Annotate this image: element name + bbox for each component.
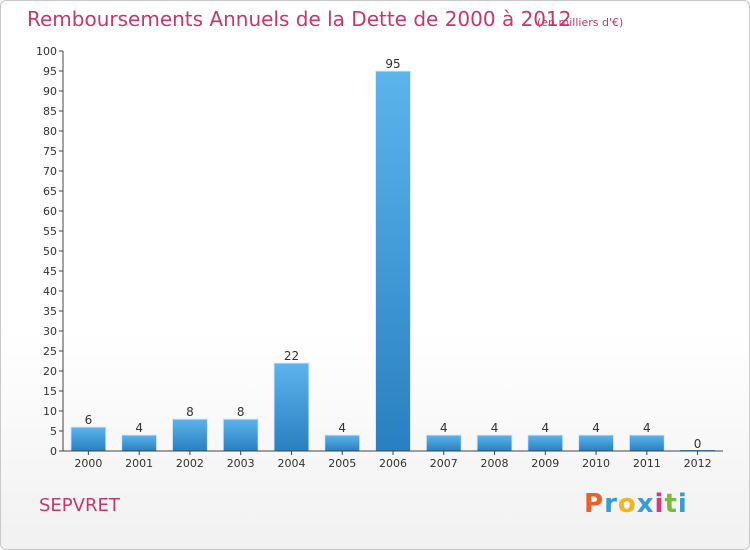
y-tick-label: 25 [43, 345, 57, 358]
x-tick-label: 2011 [633, 457, 661, 470]
bar [527, 434, 564, 452]
y-tick-label: 70 [43, 165, 57, 178]
y-tick-label: 15 [43, 385, 57, 398]
bar [476, 434, 513, 452]
value-label: 4 [592, 421, 600, 435]
value-label: 4 [491, 421, 499, 435]
y-tick-label: 95 [43, 65, 57, 78]
bar [375, 70, 411, 452]
bar [578, 434, 615, 452]
bar [171, 418, 208, 452]
y-tick-label: 60 [43, 205, 57, 218]
y-tick-label: 20 [43, 365, 57, 378]
y-tick-label: 5 [50, 425, 57, 438]
y-tick-label: 40 [43, 285, 57, 298]
logo-letter: o [617, 489, 637, 519]
bar [121, 434, 158, 452]
value-label: 4 [440, 421, 448, 435]
value-label: 4 [541, 421, 549, 435]
bar [628, 434, 665, 452]
y-tick-label: 90 [43, 85, 57, 98]
bar [324, 434, 361, 452]
y-tick-label: 85 [43, 105, 57, 118]
x-axis: 2000 2001 2002 2003 2004 2005 2006 2007 2008 2009… [63, 450, 723, 470]
y-tick-label: 35 [43, 305, 57, 318]
x-tick-label: 2002 [176, 457, 204, 470]
x-tick-label: 2010 [582, 457, 610, 470]
y-tick-label: 50 [43, 245, 57, 258]
value-label: 95 [385, 57, 400, 71]
chart-title: Remboursements Annuels de la Dette de 20… [27, 7, 572, 31]
x-tick-label: 2000 [74, 457, 102, 470]
bar [70, 426, 107, 452]
logo-letter: x [636, 489, 655, 519]
x-tick-label: 2009 [531, 457, 559, 470]
value-label: 6 [85, 413, 93, 427]
x-tick-label: 2003 [227, 457, 255, 470]
y-tick-label: 100 [36, 45, 57, 58]
value-label: 4 [338, 421, 346, 435]
value-label: 4 [135, 421, 143, 435]
y-axis: 0 5 10 15 20 25 30 35 40 45 50 55 60 65 70 75 80 85 90 95 10… [36, 45, 64, 458]
bar [273, 362, 310, 452]
logo-letter: P [584, 489, 605, 519]
x-tick-label: 2006 [379, 457, 407, 470]
logo-letter: r [604, 489, 618, 519]
y-tick-label: 65 [43, 185, 57, 198]
y-tick-label: 30 [43, 325, 57, 338]
x-tick-label: 2005 [328, 457, 356, 470]
logo-letter: t [664, 489, 678, 519]
proxiti-logo[interactable]: Proxiti [584, 489, 688, 519]
value-label: 4 [643, 421, 651, 435]
bar [425, 434, 462, 452]
x-tick-label: 2007 [430, 457, 458, 470]
chart-unit: (en milliers d'€) [537, 16, 624, 29]
x-tick-label: 2012 [684, 457, 712, 470]
x-tick-label: 2008 [481, 457, 509, 470]
y-tick-label: 10 [43, 405, 57, 418]
y-tick-label: 80 [43, 125, 57, 138]
value-label: 8 [186, 405, 194, 419]
y-tick-label: 0 [50, 445, 57, 458]
y-tick-label: 75 [43, 145, 57, 158]
x-tick-label: 2001 [125, 457, 153, 470]
y-tick-label: 45 [43, 265, 57, 278]
bar [222, 418, 259, 452]
value-label: 0 [694, 437, 702, 451]
x-tick-label: 2004 [277, 457, 305, 470]
value-label: 8 [237, 405, 245, 419]
place-name: SEPVRET [39, 495, 120, 516]
bars: 6 4 8 8 22 4 95 4 4 4 4 4 0 [70, 57, 716, 452]
logo-letter: i [677, 489, 688, 519]
y-tick-label: 55 [43, 225, 57, 238]
logo-letter: i [654, 489, 665, 519]
value-label: 22 [284, 349, 299, 363]
